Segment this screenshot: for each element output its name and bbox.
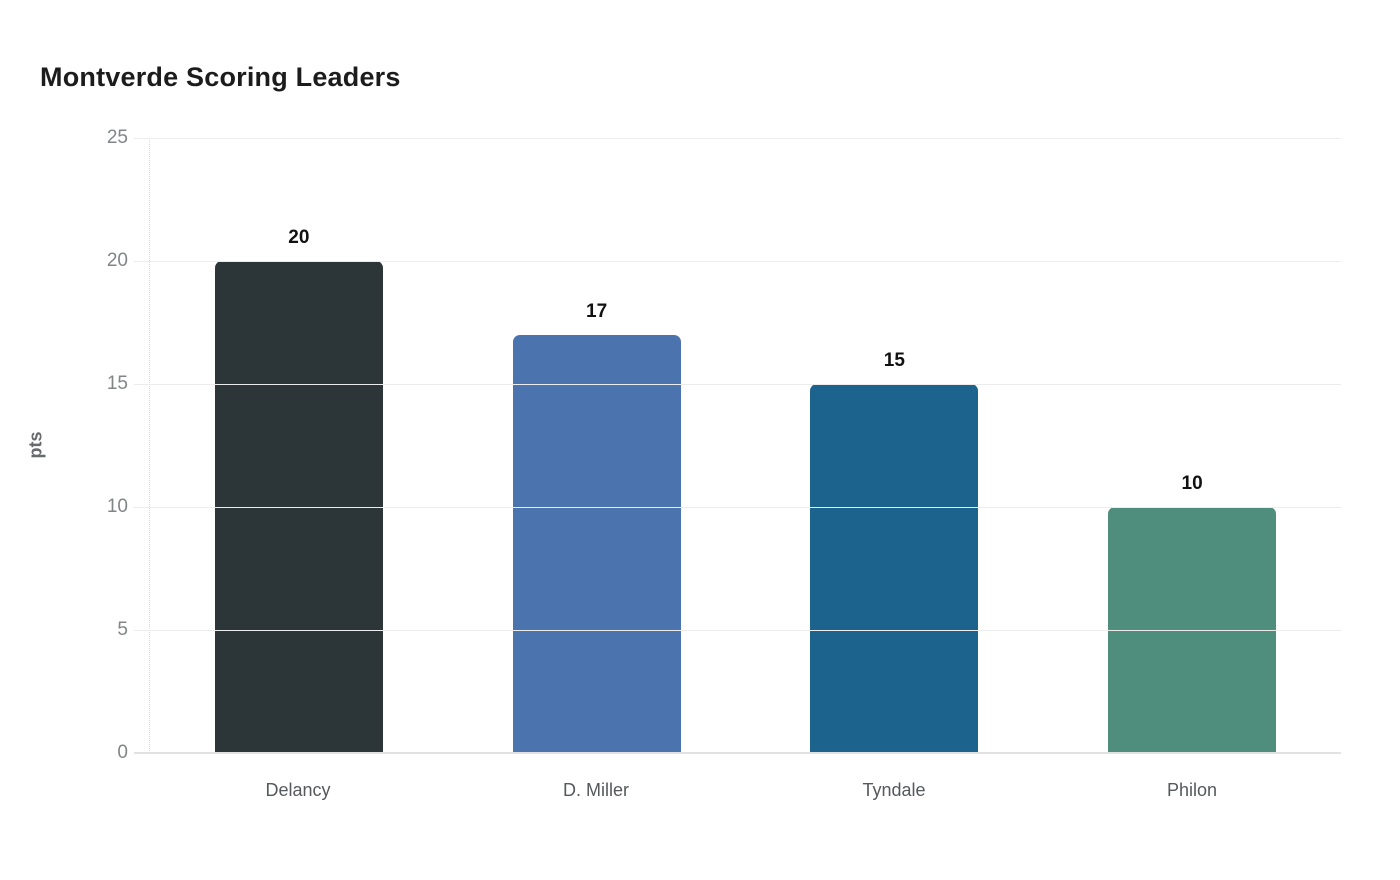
gridline: [134, 383, 1341, 385]
x-category-label: Philon: [1166, 780, 1218, 800]
chart-title: Montverde Scoring Leaders: [40, 62, 401, 92]
gridline: [134, 629, 1341, 631]
plot-area: 20 17 15 10: [134, 137, 1341, 754]
bar-series: 20 17 15 10: [150, 138, 1341, 753]
y-axis-title: pts: [25, 431, 46, 459]
bar-slot: 10: [1043, 138, 1341, 753]
x-axis-labels: Delancy D. Miller Tyndale Philon: [149, 780, 1341, 801]
bar-slot: 17: [448, 138, 746, 753]
bar-value-label: 15: [883, 350, 905, 371]
y-tick-label: 15: [106, 373, 128, 394]
gridline: [134, 137, 1341, 139]
y-tick-label: 5: [117, 619, 128, 640]
bar-value-label: 17: [586, 300, 608, 322]
y-tick-label: 20: [106, 250, 128, 271]
x-category-label: Delancy: [265, 780, 331, 800]
x-category-label: Tyndale: [862, 780, 926, 800]
bar-tyndale: [810, 384, 979, 753]
bar-value-label: 20: [288, 227, 310, 248]
gridline: [134, 260, 1341, 262]
y-tick-label: 10: [106, 496, 128, 517]
x-axis-baseline: [134, 752, 1341, 754]
x-category-label: D. Miller: [563, 780, 629, 800]
bar-slot: 20: [150, 138, 448, 753]
gridline: [134, 506, 1341, 508]
y-tick-label: 25: [106, 127, 128, 148]
bar-slot: 15: [746, 138, 1044, 753]
y-tick-label: 0: [117, 742, 128, 763]
bar-value-label: 10: [1181, 473, 1203, 494]
bar-d-miller: [512, 334, 681, 753]
